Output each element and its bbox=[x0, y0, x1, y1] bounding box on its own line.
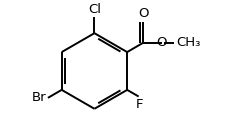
Text: O: O bbox=[156, 36, 166, 49]
Text: Br: Br bbox=[32, 91, 46, 104]
Text: O: O bbox=[137, 7, 148, 20]
Text: F: F bbox=[136, 98, 143, 111]
Text: CH₃: CH₃ bbox=[176, 36, 200, 49]
Text: Cl: Cl bbox=[88, 3, 101, 16]
